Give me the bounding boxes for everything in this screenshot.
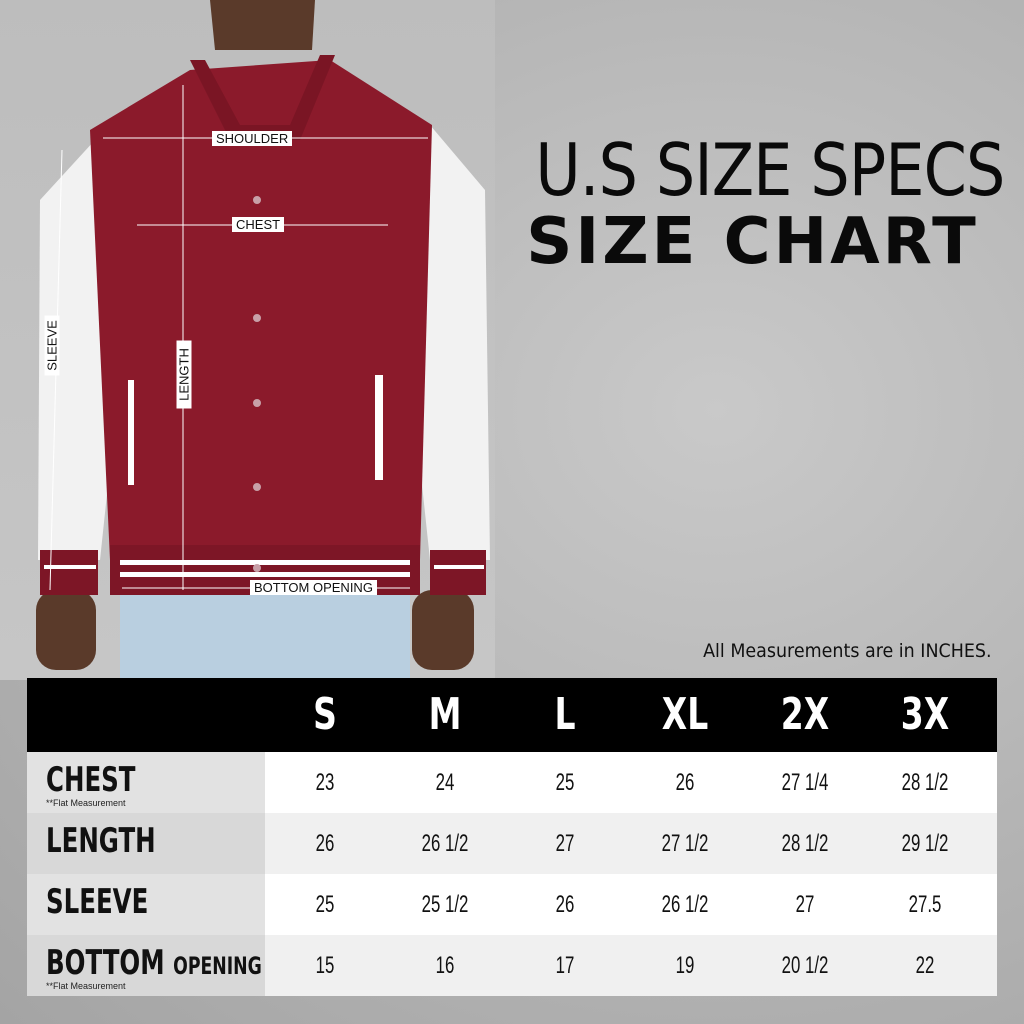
product-photo: SHOULDER CHEST LENGTH SLEEVE BOTTOM OPEN… [0, 0, 495, 680]
row-values: 25 25 1/2 26 26 1/2 27 27.5 [265, 874, 997, 935]
value-cell: 28 1/2 [901, 769, 949, 796]
row-values: 26 26 1/2 27 27 1/2 28 1/2 29 1/2 [265, 813, 997, 874]
value-cell: 26 [315, 830, 335, 857]
title-line-2: SIZE CHART [526, 205, 979, 279]
bottom-opening-label: BOTTOM OPENING [250, 580, 377, 595]
value-cell: 17 [555, 952, 575, 979]
row-values: 23 24 25 26 27 1/4 28 1/2 [265, 752, 997, 813]
size-header: M [428, 689, 462, 740]
row-label-text: LENGTH [46, 821, 156, 861]
table-row: BOTTOM OPENING **Flat Measurement 15 16 17… [27, 935, 997, 996]
header-blank [27, 678, 265, 752]
row-label: LENGTH [46, 821, 156, 864]
table-row: CHEST **Flat Measurement 23 24 25 26 27 1/4 2… [27, 752, 997, 813]
value-cell: 22 [915, 952, 935, 979]
value-cell: 16 [435, 952, 455, 979]
size-header: XL [661, 689, 709, 740]
value-cell: 25 [555, 769, 575, 796]
value-cell: 20 1/2 [781, 952, 829, 979]
sleeve-label: SLEEVE [44, 315, 60, 376]
value-cell: 27.5 [908, 891, 942, 918]
row-sublabel: **Flat Measurement [46, 798, 126, 808]
row-label-cell: CHEST **Flat Measurement [27, 752, 265, 813]
size-table: S M L XL 2X 3X CHEST **Flat Measurement … [27, 678, 997, 996]
value-cell: 25 [315, 891, 335, 918]
title-line-1: U.S SIZE SPECS [535, 128, 1005, 212]
size-header-row: S M L XL 2X 3X [27, 678, 997, 752]
shoulder-label: SHOULDER [212, 131, 293, 146]
value-cell: 25 1/2 [421, 891, 469, 918]
row-label-text: SLEEVE [46, 882, 149, 922]
value-cell: 27 [795, 891, 815, 918]
row-values: 15 16 17 19 20 1/2 22 [265, 935, 997, 996]
row-label-text: CHEST [46, 760, 136, 800]
value-cell: 27 1/4 [781, 769, 829, 796]
size-header: 3X [900, 689, 950, 740]
page-title: U.S SIZE SPECS SIZE CHART [500, 130, 1005, 274]
size-header: 2X [780, 689, 830, 740]
row-label: SLEEVE [46, 882, 148, 925]
row-label-cell: LENGTH [27, 813, 265, 874]
value-cell: 24 [435, 769, 455, 796]
length-label: LENGTH [176, 340, 192, 409]
size-header: S [313, 689, 337, 740]
row-label-cell: SLEEVE [27, 874, 265, 935]
value-cell: 27 [555, 830, 575, 857]
size-header: L [554, 689, 576, 740]
value-cell: 19 [675, 952, 695, 979]
row-sublabel: **Flat Measurement [46, 981, 126, 991]
varsity-jacket-illustration [36, 0, 490, 680]
chest-label: CHEST [232, 217, 285, 232]
value-cell: 15 [315, 952, 335, 979]
measurement-note: All Measurements are in INCHES. [703, 640, 992, 662]
table-row: SLEEVE 25 25 1/2 26 26 1/2 27 27.5 [27, 874, 997, 935]
row-label: CHEST [46, 760, 136, 803]
value-cell: 27 1/2 [661, 830, 709, 857]
row-label-text: BOTTOM [46, 943, 165, 983]
value-cell: 26 [555, 891, 575, 918]
row-label: BOTTOM OPENING [46, 943, 262, 986]
value-cell: 23 [315, 769, 335, 796]
value-cell: 26 [675, 769, 695, 796]
row-label-small: OPENING [173, 952, 262, 980]
row-label-cell: BOTTOM OPENING **Flat Measurement [27, 935, 265, 996]
value-cell: 28 1/2 [781, 830, 829, 857]
value-cell: 26 1/2 [661, 891, 709, 918]
value-cell: 26 1/2 [421, 830, 469, 857]
value-cell: 29 1/2 [901, 830, 949, 857]
table-row: LENGTH 26 26 1/2 27 27 1/2 28 1/2 29 1/2 [27, 813, 997, 874]
